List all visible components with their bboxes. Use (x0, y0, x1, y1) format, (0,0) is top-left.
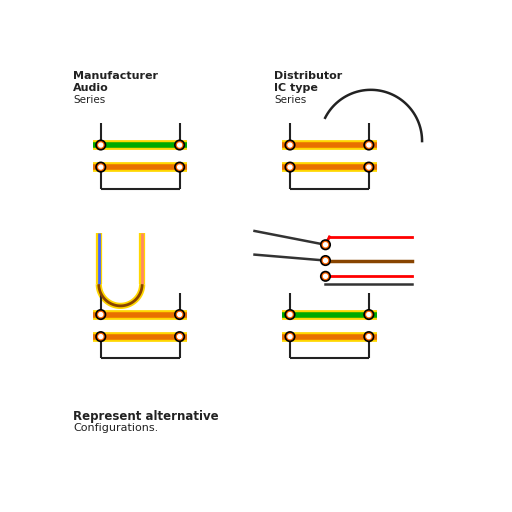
Circle shape (367, 165, 371, 169)
Circle shape (96, 140, 105, 150)
Circle shape (285, 332, 295, 342)
Circle shape (285, 140, 295, 150)
Text: Distributor: Distributor (274, 71, 343, 81)
Circle shape (99, 335, 103, 338)
Circle shape (285, 310, 295, 319)
Circle shape (321, 271, 330, 281)
Circle shape (175, 162, 184, 172)
Circle shape (175, 140, 184, 150)
Circle shape (96, 332, 105, 342)
Circle shape (364, 310, 374, 319)
Circle shape (96, 310, 105, 319)
Circle shape (285, 162, 295, 172)
Text: Manufacturer: Manufacturer (73, 71, 158, 81)
Circle shape (324, 259, 328, 263)
Circle shape (175, 310, 184, 319)
Circle shape (367, 143, 371, 147)
Circle shape (321, 240, 330, 249)
Circle shape (364, 162, 374, 172)
Circle shape (178, 335, 182, 338)
Circle shape (288, 335, 292, 338)
Text: Series: Series (73, 95, 105, 105)
Text: Configurations.: Configurations. (73, 423, 158, 433)
Circle shape (367, 312, 371, 316)
Text: IC type: IC type (274, 83, 318, 93)
Text: Audio: Audio (73, 83, 109, 93)
Circle shape (96, 162, 105, 172)
Circle shape (178, 312, 182, 316)
Circle shape (288, 143, 292, 147)
Circle shape (99, 143, 103, 147)
Circle shape (367, 335, 371, 338)
Circle shape (99, 312, 103, 316)
Circle shape (364, 332, 374, 342)
Circle shape (364, 140, 374, 150)
Text: Series: Series (274, 95, 307, 105)
Circle shape (321, 256, 330, 265)
Circle shape (175, 332, 184, 342)
Circle shape (178, 165, 182, 169)
Text: Represent alternative: Represent alternative (73, 410, 219, 423)
Circle shape (288, 165, 292, 169)
Circle shape (324, 274, 328, 279)
Circle shape (324, 243, 328, 247)
Circle shape (99, 165, 103, 169)
Circle shape (178, 143, 182, 147)
Circle shape (288, 312, 292, 316)
